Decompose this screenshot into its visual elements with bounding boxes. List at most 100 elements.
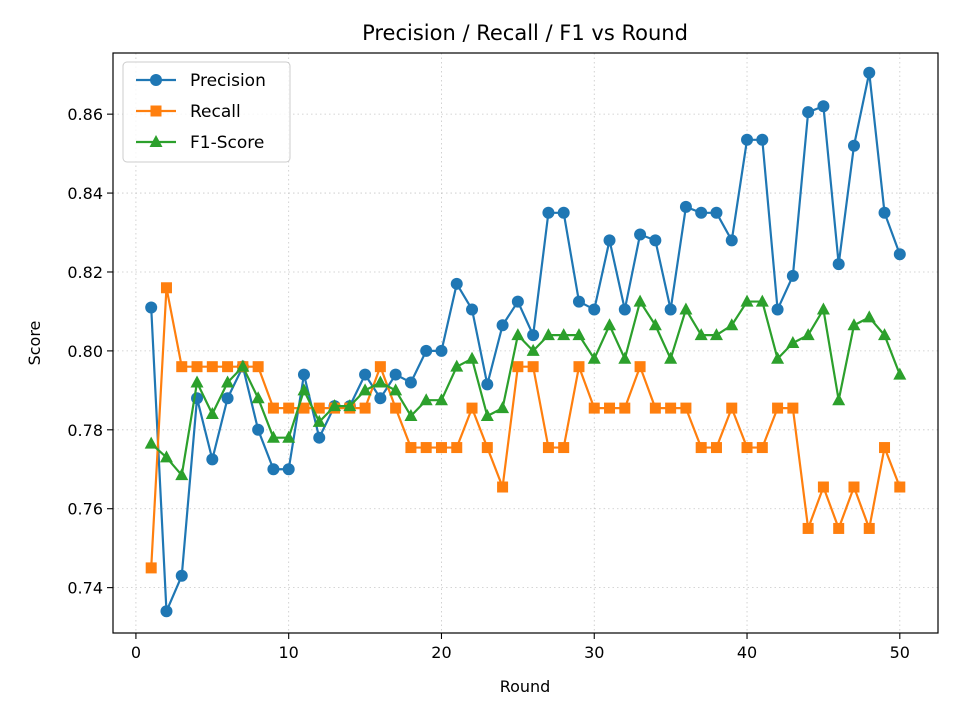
- data-point-f1-score: [159, 450, 173, 463]
- data-point-recall: [359, 402, 371, 414]
- data-point-recall: [283, 402, 295, 414]
- data-point-recall: [252, 361, 264, 373]
- data-point-precision: [634, 228, 647, 241]
- data-point-f1-score: [297, 383, 311, 396]
- data-point-recall: [588, 402, 600, 414]
- data-point-recall: [772, 402, 784, 414]
- legend-item-precision: Precision: [136, 71, 266, 91]
- data-point-precision: [527, 329, 540, 342]
- data-point-recall: [451, 442, 463, 454]
- data-point-f1-score: [221, 375, 235, 388]
- data-point-recall: [604, 402, 616, 414]
- data-point-precision: [420, 344, 433, 357]
- x-tick-label: 30: [584, 643, 604, 662]
- data-point-precision: [893, 248, 906, 261]
- data-point-precision: [160, 605, 173, 618]
- data-point-f1-score: [465, 351, 479, 364]
- data-point-precision: [710, 206, 723, 219]
- data-point-f1-score: [847, 318, 861, 331]
- data-point-precision: [389, 368, 402, 381]
- data-point-f1-score: [587, 351, 601, 364]
- x-tick-label: 50: [890, 643, 910, 662]
- y-tick-label: 0.74: [67, 579, 103, 598]
- data-point-f1-score: [450, 359, 464, 372]
- data-point-recall: [313, 402, 325, 414]
- data-point-recall: [680, 402, 692, 414]
- data-point-f1-score: [282, 430, 296, 443]
- data-point-recall: [512, 361, 524, 373]
- x-axis-title: Round: [500, 677, 551, 696]
- data-point-precision: [145, 301, 158, 314]
- data-point-f1-score: [496, 401, 510, 414]
- legend-box: [122, 61, 291, 163]
- data-point-recall: [619, 402, 631, 414]
- data-point-f1-score: [526, 343, 540, 356]
- data-point-precision: [725, 234, 738, 247]
- data-point-recall: [527, 361, 539, 373]
- data-point-precision: [297, 368, 310, 381]
- data-point-recall: [894, 481, 906, 493]
- data-point-f1-score: [633, 294, 647, 307]
- data-point-f1-score: [572, 328, 586, 341]
- data-point-precision: [786, 269, 799, 282]
- data-point-recall: [649, 402, 661, 414]
- data-point-f1-score: [266, 430, 280, 443]
- data-point-f1-score: [373, 375, 387, 388]
- y-axis-title: Score: [25, 321, 44, 366]
- x-tick-label: 20: [431, 643, 451, 662]
- data-point-f1-score: [541, 328, 555, 341]
- data-point-f1-score: [236, 359, 250, 372]
- data-point-f1-score: [144, 436, 158, 449]
- data-point-recall: [145, 562, 157, 574]
- data-point-recall: [176, 361, 188, 373]
- legend-label: Precision: [190, 71, 266, 91]
- legend-marker: [150, 105, 162, 117]
- data-point-recall: [848, 481, 860, 493]
- data-point-precision: [878, 206, 891, 219]
- data-point-recall: [222, 361, 234, 373]
- data-point-f1-score: [603, 318, 617, 331]
- data-point-recall: [558, 442, 570, 454]
- data-point-f1-score: [557, 328, 571, 341]
- data-point-f1-score: [664, 351, 678, 364]
- data-point-f1-score: [389, 383, 403, 396]
- data-point-f1-score: [419, 393, 433, 406]
- data-point-precision: [282, 463, 295, 476]
- y-tick-label: 0.86: [67, 105, 103, 124]
- data-point-f1-score: [312, 414, 326, 427]
- legend-label: F1-Score: [190, 133, 264, 153]
- data-point-recall: [420, 442, 432, 454]
- data-point-recall: [542, 442, 554, 454]
- data-point-f1-score: [190, 375, 204, 388]
- data-point-f1-score: [816, 302, 830, 315]
- data-point-f1-score: [801, 328, 815, 341]
- axis-ticks: 0 10 20 30 40 50 0.74 0.76 0.78 0.80 0.82 0.84 0.86: [67, 105, 910, 662]
- x-tick-label: 40: [737, 643, 757, 662]
- data-point-recall: [726, 402, 738, 414]
- series-group: [144, 66, 907, 618]
- legend-item-recall: Recall: [136, 102, 241, 122]
- data-point-precision: [496, 319, 509, 332]
- data-point-precision: [252, 423, 265, 436]
- data-point-recall: [879, 442, 891, 454]
- data-point-recall: [802, 522, 814, 534]
- y-tick-label: 0.76: [67, 500, 103, 519]
- data-point-recall: [695, 442, 707, 454]
- data-point-recall: [298, 402, 310, 414]
- data-point-precision: [817, 100, 830, 113]
- data-point-recall: [634, 361, 646, 373]
- data-point-precision: [374, 392, 387, 405]
- data-point-recall: [741, 442, 753, 454]
- data-point-recall: [573, 361, 585, 373]
- data-point-recall: [267, 402, 279, 414]
- y-tick-label: 0.84: [67, 184, 103, 203]
- data-point-f1-score: [343, 399, 357, 412]
- data-point-precision: [175, 569, 188, 582]
- data-point-precision: [466, 303, 479, 316]
- data-point-recall: [710, 442, 722, 454]
- plot-frame: [112, 52, 939, 634]
- data-point-recall: [191, 361, 203, 373]
- data-point-f1-score: [328, 399, 342, 412]
- legend-item-f1-score: F1-Score: [136, 133, 264, 153]
- data-point-f1-score: [832, 393, 846, 406]
